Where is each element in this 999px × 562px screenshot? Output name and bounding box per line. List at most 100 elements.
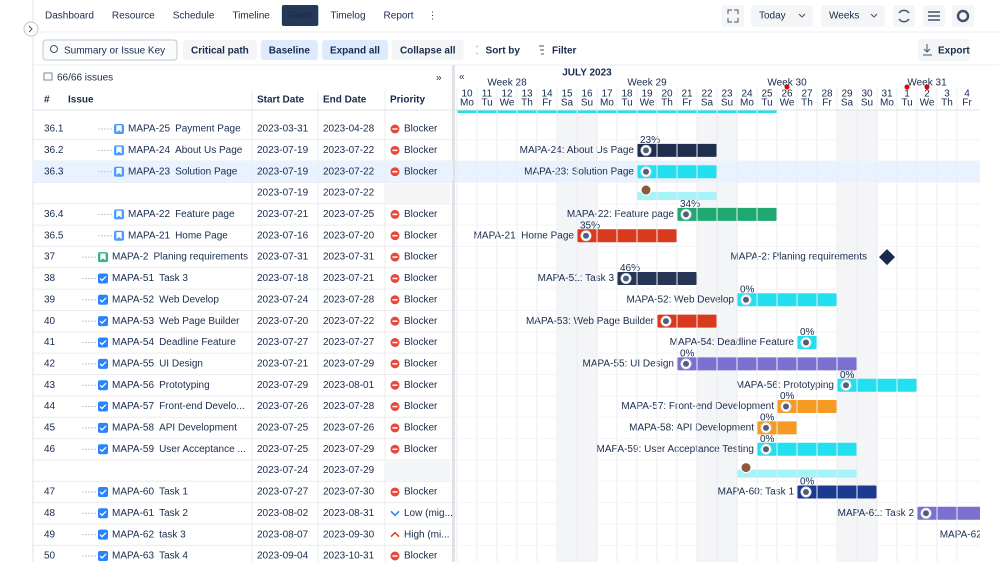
task-bar[interactable] <box>577 229 677 243</box>
sidebar-toggle[interactable] <box>23 21 39 37</box>
toolbar-button-bg[interactable] <box>391 40 464 60</box>
issue-key[interactable]: MAPA-58 <box>112 423 154 434</box>
weekday: Su <box>581 98 593 109</box>
issue-key[interactable]: MAPA-52 <box>112 294 154 305</box>
search-box[interactable] <box>42 39 178 61</box>
issue-key[interactable]: MAPA-60 <box>112 487 154 498</box>
task-bar[interactable] <box>737 293 837 307</box>
column-header[interactable]: End Date <box>323 95 367 106</box>
issue-key[interactable]: MAPA-25 <box>128 124 170 135</box>
issue-key[interactable]: MAPA-61 <box>112 508 154 519</box>
issue-key[interactable]: MAPA-55 <box>112 358 154 369</box>
export-label[interactable]: Export <box>938 46 970 57</box>
toolbar-button-bg[interactable] <box>260 40 318 60</box>
day-number: 24 <box>741 89 753 100</box>
task-bar[interactable] <box>677 357 857 371</box>
issue-type-icon <box>98 273 108 284</box>
task-bar[interactable] <box>917 506 999 520</box>
start-date: 2023-07-18 <box>257 273 309 284</box>
issue-key[interactable]: MAPA-23 <box>128 166 170 177</box>
issue-type-icon <box>98 444 108 455</box>
toolbar-button[interactable]: Critical path <box>191 46 249 57</box>
toolbar-button[interactable]: Baseline <box>269 46 311 57</box>
column-header[interactable]: Issue <box>68 95 94 106</box>
column-header[interactable]: # <box>44 95 50 106</box>
progress-label: 0% <box>680 348 695 359</box>
filter-button-bg[interactable] <box>543 40 585 60</box>
task-bar[interactable] <box>777 400 837 414</box>
issue-key[interactable]: MAPA-24 <box>128 145 170 156</box>
milestone[interactable] <box>879 249 895 266</box>
toolbar-button[interactable]: Expand all <box>330 46 380 57</box>
row-number: 43 <box>44 380 56 391</box>
day-number: 18 <box>621 89 633 100</box>
day-number: 26 <box>781 89 793 100</box>
nav-tab[interactable]: Resource <box>112 11 155 22</box>
toolbar-button[interactable]: Collapse all <box>400 46 456 57</box>
column-header[interactable]: Priority <box>390 95 425 106</box>
fullscreen-icon <box>727 9 739 23</box>
issue-type-glyph <box>99 318 107 325</box>
filter-button[interactable]: Filter <box>552 46 577 57</box>
weekday: Tu <box>621 98 632 109</box>
issue-type-glyph <box>99 404 107 410</box>
nav-tab[interactable]: Gantt <box>288 11 313 22</box>
nav-tab[interactable]: Dashboard <box>45 11 94 22</box>
task-bar[interactable] <box>657 314 717 328</box>
start-date: 2023-07-27 <box>257 487 309 498</box>
sort-button-bg[interactable] <box>477 40 528 60</box>
issue-key[interactable]: MAPA-53 <box>112 316 154 327</box>
task-bar[interactable] <box>677 207 777 221</box>
day-number: 22 <box>701 89 713 100</box>
weekday: We <box>640 98 655 109</box>
dropdown-label[interactable]: Weeks <box>829 11 859 22</box>
dropdown[interactable] <box>751 5 813 27</box>
splitter[interactable] <box>452 65 455 562</box>
dropdown[interactable] <box>821 5 885 27</box>
issue-key[interactable]: MAPA-51 <box>112 273 154 284</box>
row-number: 40 <box>44 316 56 327</box>
sidebar-toggle-icon <box>28 25 33 33</box>
dropdown-label[interactable]: Today <box>759 11 786 22</box>
issue-key[interactable]: MAPA-54 <box>112 337 154 348</box>
day-number: 1 <box>904 89 910 100</box>
icon-btn[interactable] <box>893 5 915 27</box>
weekday: We <box>920 98 935 109</box>
nav-tab[interactable]: Schedule <box>173 11 215 22</box>
priority: Blocker <box>404 230 438 241</box>
issue-key[interactable]: MAPA-59 <box>112 444 154 455</box>
start-date: 2023-07-19 <box>257 145 309 156</box>
nav-tab[interactable]: Timelog <box>330 11 365 22</box>
collapse-table[interactable]: » <box>436 73 442 84</box>
column-header[interactable]: Start Date <box>257 95 305 106</box>
issue-key[interactable]: MAPA-2 <box>112 252 149 263</box>
end-date: 2023-07-20 <box>323 230 375 241</box>
icon-btn[interactable] <box>952 5 974 27</box>
issue-key[interactable]: MAPA-56 <box>112 380 154 391</box>
end-date: 2023-08-31 <box>323 508 375 519</box>
issue-key[interactable]: MAPA-21 <box>128 230 170 241</box>
start-date: 2023-07-26 <box>257 401 309 412</box>
day-number: 19 <box>641 89 653 100</box>
toolbar-button-bg[interactable] <box>321 40 388 60</box>
priority: Blocker <box>404 358 438 369</box>
nav-tab[interactable]: Report <box>384 11 414 22</box>
sort-button[interactable]: Sort by <box>486 46 521 57</box>
assignee-avatar <box>740 462 752 474</box>
priority: Blocker <box>404 337 438 348</box>
end-date: 2023-07-27 <box>323 337 375 348</box>
nav-tab[interactable]: Timeline <box>232 11 270 22</box>
issue-key[interactable]: MAPA-57 <box>112 401 154 412</box>
issue-key[interactable]: MAPA-63 <box>112 551 154 562</box>
weekend-column <box>577 110 597 562</box>
task-bar[interactable] <box>757 442 857 456</box>
fullscreen-btn[interactable] <box>722 5 744 27</box>
assignee-avatar-inner <box>743 296 749 303</box>
toolbar-button-bg[interactable] <box>183 40 257 60</box>
issue-key[interactable]: MAPA-22 <box>128 209 170 220</box>
scroll-left[interactable]: « <box>459 72 465 83</box>
priority: Blocker <box>404 401 438 412</box>
issue-key[interactable]: MAPA-62 <box>112 529 154 540</box>
day-number: 12 <box>501 89 513 100</box>
nav-more[interactable]: ⋮ <box>428 11 438 22</box>
